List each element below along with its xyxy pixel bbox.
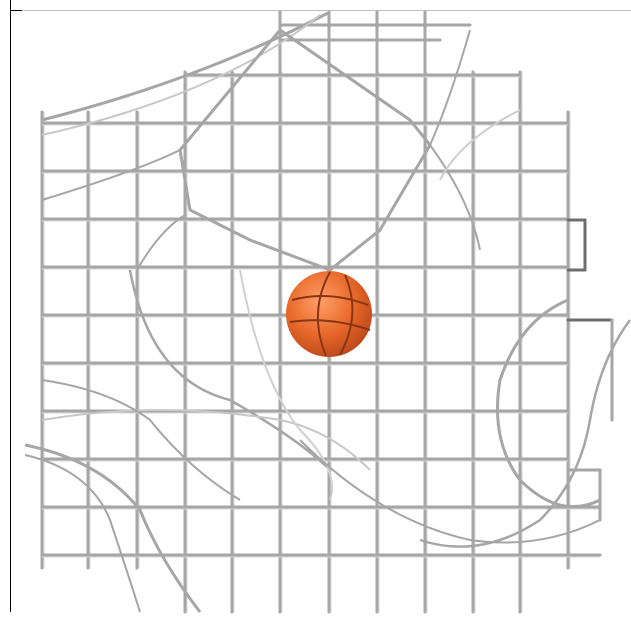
- cage-curve: [239, 269, 333, 501]
- cage-curved-wires: [24, 10, 631, 613]
- view-border-top: [10, 10, 631, 11]
- cage-curve: [41, 10, 331, 122]
- cage-curve: [299, 439, 601, 544]
- cage-curve: [419, 319, 631, 548]
- cage-curve: [439, 109, 521, 181]
- cage-curve: [24, 454, 141, 613]
- ball-seam: [339, 274, 354, 356]
- cage-curve: [178, 27, 432, 272]
- cage-curve: [128, 269, 331, 471]
- ball-seam: [317, 271, 331, 357]
- cage-curve: [24, 443, 202, 613]
- cage-curve: [136, 214, 186, 271]
- cage-curve: [41, 149, 181, 201]
- cage-curve: [428, 29, 481, 251]
- cage-curve: [496, 298, 601, 509]
- ball-body: [286, 271, 372, 357]
- cage-curve: [41, 409, 371, 471]
- view-border-left: [10, 0, 11, 612]
- cage-curve: [41, 14, 321, 136]
- cage-curve: [41, 379, 241, 501]
- ball-seam: [291, 295, 369, 306]
- ball-seam: [289, 319, 371, 331]
- view-border-tick: [10, 10, 22, 11]
- basketball[interactable]: [286, 271, 372, 357]
